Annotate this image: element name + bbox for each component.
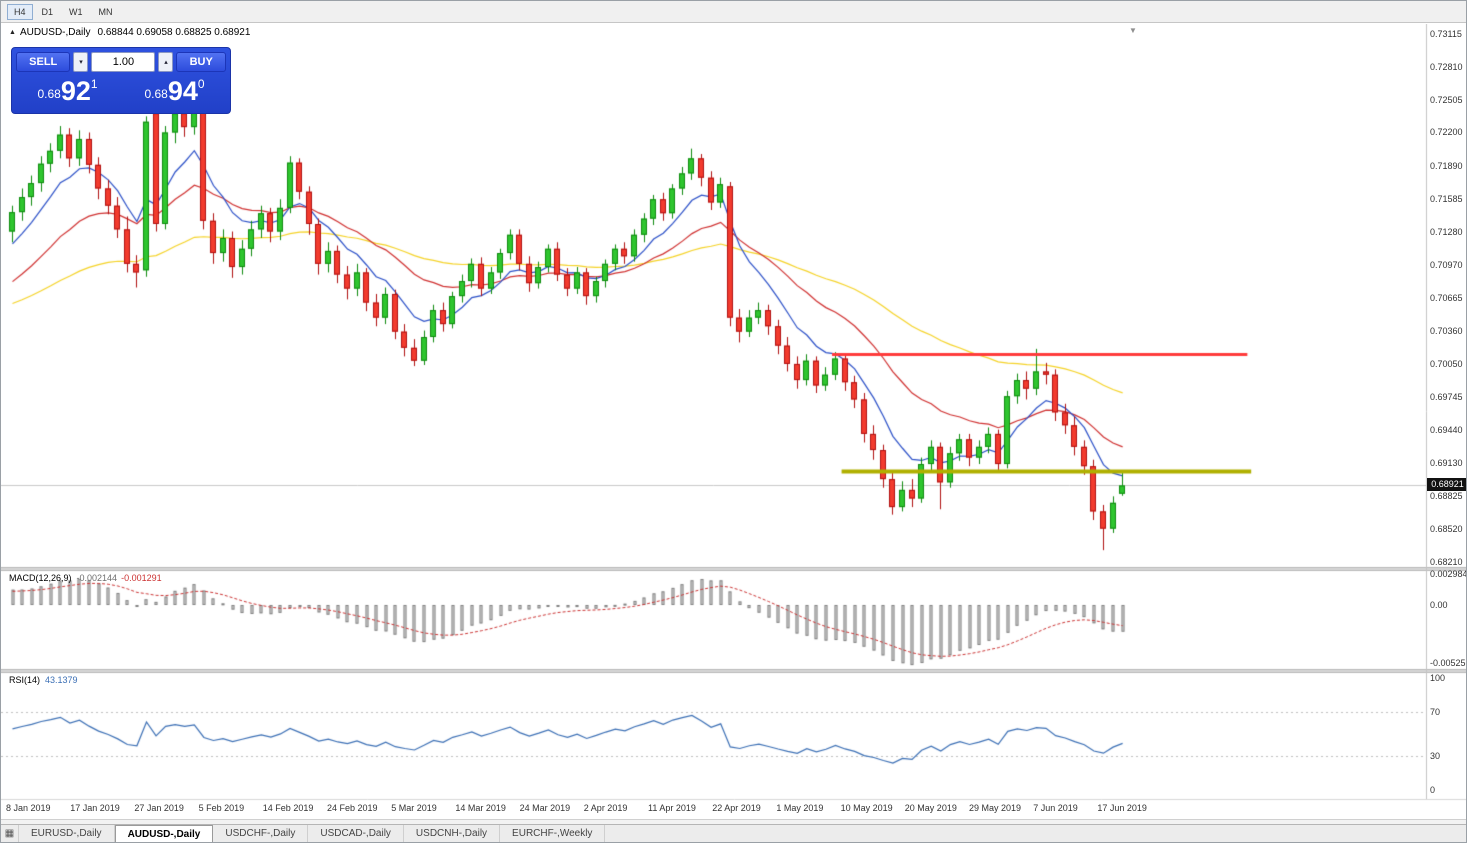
price-axis-label: 0.71585	[1430, 194, 1463, 204]
macd-name: MACD(12,26,9)	[9, 573, 72, 583]
rsi-indicator-label: RSI(14) 43.1379	[9, 675, 78, 685]
price-axis-label: 0.70970	[1430, 260, 1463, 270]
rsi-axis-label: 30	[1430, 751, 1441, 761]
chart-tabs-bar: ▦ EURUSD-,Daily AUDUSD-,Daily USDCHF-,Daily…	[1, 824, 1466, 842]
date-axis-label: 27 Jan 2019	[134, 803, 184, 813]
chart-ohlc-values: 0.68844 0.69058 0.68825 0.68921	[97, 27, 251, 38]
macd-axis-label: 0.002984	[1430, 569, 1467, 579]
buy-price-sup: 0	[197, 77, 205, 91]
chart-tab-usdcad-daily[interactable]: USDCAD-,Daily	[308, 825, 404, 842]
date-axis-label: 17 Jan 2019	[70, 803, 120, 813]
date-axis-label: 5 Feb 2019	[198, 803, 245, 813]
buy-button[interactable]: BUY	[176, 52, 227, 72]
price-axis-label: 0.68520	[1430, 524, 1463, 534]
date-axis-label: 5 Mar 2019	[391, 803, 437, 813]
macd-indicator-label: MACD(12,26,9) -0.002144 -0.001291	[9, 573, 162, 583]
rsi-name: RSI(14)	[9, 675, 41, 685]
date-axis-label: 7 Jun 2019	[1033, 803, 1078, 813]
horizontal-scrollbar[interactable]	[1, 819, 1466, 824]
price-axis-label: 0.72505	[1430, 95, 1463, 105]
price-axis-label: 0.72200	[1430, 127, 1463, 137]
price-axis-label: 0.71890	[1430, 161, 1463, 171]
chart-tab-audusd-daily[interactable]: AUDUSD-,Daily	[114, 825, 214, 842]
volume-decrease-icon[interactable]: ▾	[73, 52, 89, 72]
tabs-grid-icon[interactable]: ▦	[1, 825, 19, 842]
date-axis-label: 8 Jan 2019	[6, 803, 51, 813]
price-axis-label: 0.70665	[1430, 293, 1463, 303]
price-axis-label: 0.72810	[1430, 62, 1463, 72]
timeframe-toolbar: H4 D1 W1 MN	[1, 1, 1466, 23]
volume-increase-icon[interactable]: ▴	[158, 52, 174, 72]
date-axis-label: 1 May 2019	[776, 803, 824, 813]
oct-collapse-icon[interactable]: ▲	[9, 29, 16, 36]
sell-price-big: 92	[60, 76, 91, 106]
current-price-tag: 0.68921	[1427, 478, 1466, 491]
date-axis-label: 17 Jun 2019	[1097, 803, 1147, 813]
rsi-axis-label: 100	[1430, 673, 1446, 683]
buy-price-display[interactable]: 0.68940	[123, 75, 226, 109]
timeframe-button-w1[interactable]: W1	[62, 4, 90, 20]
chart-tab-eurchf-weekly[interactable]: EURCHF-,Weekly	[500, 825, 606, 842]
date-axis-label: 24 Feb 2019	[327, 803, 378, 813]
date-axis-label: 14 Feb 2019	[262, 803, 314, 813]
sell-price-sup: 1	[90, 77, 98, 91]
chart-header: ▲ AUDUSD-,Daily 0.68844 0.69058 0.68825 0.…	[9, 27, 250, 38]
date-axis-label: 24 Mar 2019	[519, 803, 571, 813]
timeframe-button-h4[interactable]: H4	[7, 3, 33, 20]
date-axis-label: 10 May 2019	[840, 803, 893, 813]
sell-button[interactable]: SELL	[16, 52, 71, 72]
date-axis-label: 2 Apr 2019	[583, 803, 628, 813]
price-axis-label: 0.69440	[1430, 425, 1463, 435]
sell-price-prefix: 0.68	[37, 87, 61, 101]
rsi-axis-label: 0	[1430, 785, 1436, 795]
date-axis-label: 22 Apr 2019	[712, 803, 761, 813]
timeframe-button-d1[interactable]: D1	[35, 4, 61, 20]
price-axis-label: 0.70050	[1430, 359, 1463, 369]
macd-axis-label: 0.00	[1430, 600, 1448, 610]
chart-tab-usdcnh-daily[interactable]: USDCNH-,Daily	[404, 825, 501, 842]
chart-canvas[interactable]	[1, 24, 1466, 821]
chart-tab-usdchf-daily[interactable]: USDCHF-,Daily	[213, 825, 309, 842]
macd-signal-value: -0.001291	[121, 573, 162, 583]
sell-price-display[interactable]: 0.68921	[16, 75, 119, 109]
volume-input[interactable]	[91, 52, 156, 72]
price-axis-label: 0.69130	[1430, 458, 1463, 468]
date-axis-label: 11 Apr 2019	[648, 803, 696, 813]
price-axis-label: 0.71280	[1430, 227, 1463, 237]
price-axis-label: 0.68210	[1430, 557, 1463, 567]
chart-symbol-title: AUDUSD-,Daily	[19, 27, 91, 38]
one-click-trading-panel: SELL ▾ ▴ BUY 0.68921 0.68940	[11, 47, 231, 114]
date-axis-label: 14 Mar 2019	[455, 803, 506, 813]
price-axis-label: 0.73115	[1430, 29, 1462, 39]
price-axis-label: 0.70360	[1430, 326, 1463, 336]
price-axis-label: 0.69745	[1430, 392, 1463, 402]
chart-shift-marker-icon[interactable]: ▼	[1129, 26, 1137, 35]
timeframe-button-mn[interactable]: MN	[92, 4, 120, 20]
macd-axis-label: -0.005256	[1430, 658, 1467, 668]
chart-tab-eurusd-daily[interactable]: EURUSD-,Daily	[19, 825, 115, 842]
buy-price-prefix: 0.68	[144, 87, 168, 101]
date-axis-label: 20 May 2019	[904, 803, 957, 813]
rsi-axis-label: 70	[1430, 707, 1441, 717]
price-axis-label: 0.68825	[1430, 491, 1463, 501]
date-axis-label: 29 May 2019	[969, 803, 1022, 813]
rsi-value: 43.1379	[45, 675, 78, 685]
macd-main-value: -0.002144	[76, 573, 118, 583]
buy-price-big: 94	[167, 76, 198, 106]
